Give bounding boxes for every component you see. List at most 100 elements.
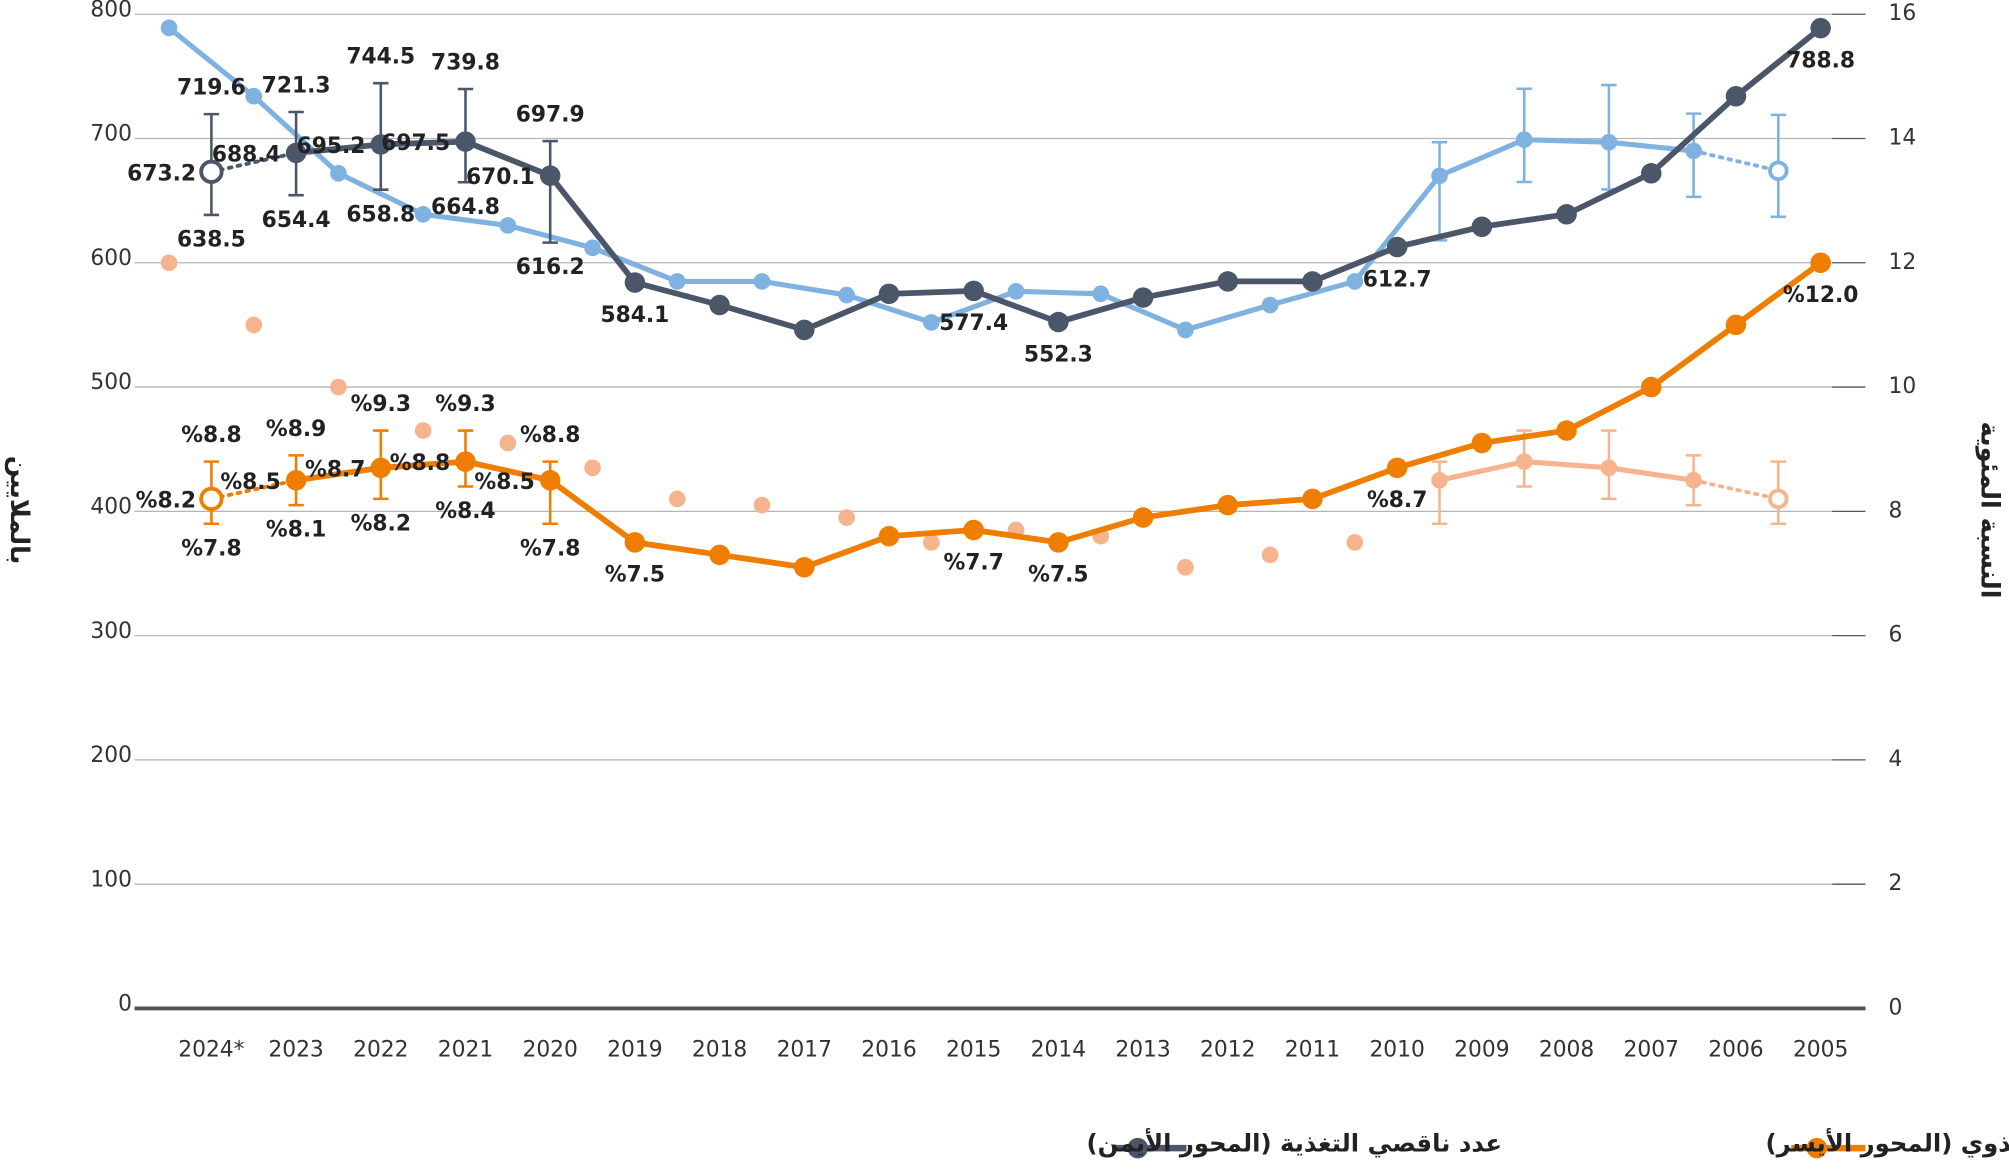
value-label: %12.0: [1783, 283, 1859, 308]
x-tick-label: 2020: [522, 1038, 577, 1063]
data-point: [1177, 558, 1194, 576]
x-tick-label: 2021: [438, 1038, 493, 1063]
data-point: [499, 434, 517, 452]
data-point: [1600, 459, 1618, 477]
error-label: 658.8: [346, 202, 415, 227]
error-label: %8.8: [520, 423, 580, 448]
series-line: [167, 25, 1694, 333]
provisional-line: [1691, 148, 1781, 173]
value-label: 584.1: [600, 303, 669, 328]
y2-axis-title: النسبة المئوية: [1974, 422, 2004, 599]
data-point: [709, 294, 730, 316]
data-point: [1725, 85, 1747, 107]
data-point: [1217, 271, 1239, 292]
data-point: [1556, 420, 1577, 441]
y-tick-label: 600: [90, 246, 132, 271]
value-label: 612.7: [1363, 267, 1432, 292]
data-point: [160, 19, 178, 37]
data-point: [1810, 17, 1831, 39]
x-tick-label: 2005: [1793, 1038, 1848, 1063]
data-point: [668, 490, 686, 508]
data-point: [1431, 167, 1448, 185]
data-point: [1768, 160, 1789, 182]
error-label: 721.3: [262, 73, 331, 98]
data-point: [624, 272, 646, 293]
x-tick-label: 2016: [861, 1038, 916, 1063]
data-point: [1810, 252, 1831, 274]
x-tick-label: 2013: [1115, 1038, 1170, 1063]
data-point: [1641, 163, 1662, 184]
provisional-line: [209, 150, 299, 174]
data-point: [753, 273, 771, 290]
data-point: [285, 142, 307, 164]
y2-tick-label: 14: [1889, 125, 1917, 150]
y-tick-label: 200: [90, 743, 132, 768]
x-tick-label: 2006: [1708, 1038, 1763, 1063]
data-point: [1346, 273, 1364, 290]
provisional-line: [1691, 478, 1781, 501]
provisional-line: [209, 478, 299, 501]
data-point: [285, 470, 307, 491]
x-tick-label: 2022: [353, 1038, 408, 1063]
error-label: %8.1: [266, 518, 326, 543]
data-point: [1556, 204, 1577, 225]
data-point: [539, 165, 561, 186]
data-point: [878, 525, 900, 547]
data-point: [584, 459, 601, 477]
data-point: [1217, 494, 1239, 516]
data-point: [1515, 131, 1533, 149]
value-label: %7.7: [943, 550, 1003, 575]
data-point: [923, 314, 940, 331]
data-point: [1515, 453, 1533, 470]
y2-tick-label: 12: [1889, 250, 1917, 275]
error-bar: [1431, 140, 1448, 242]
data-point: [1132, 287, 1154, 308]
y-tick-label: 800: [90, 0, 132, 22]
x-tick-label: 2019: [607, 1038, 662, 1063]
data-point: [963, 519, 984, 541]
error-label: %8.8: [181, 423, 241, 448]
data-point: [1261, 296, 1279, 314]
data-point: [1600, 133, 1618, 151]
value-label: %8.8: [390, 451, 450, 476]
error-label: 638.5: [177, 228, 246, 253]
x-tick-label: 2014: [1031, 1038, 1086, 1063]
error-label: %9.3: [351, 392, 411, 417]
data-point: [1261, 546, 1279, 564]
data-point: [1431, 471, 1448, 489]
y-tick-label: 400: [90, 494, 132, 519]
data-point: [794, 319, 815, 341]
x-tick-label: 2007: [1624, 1038, 1679, 1063]
x-tick-label: 2011: [1285, 1038, 1340, 1063]
error-label: 697.9: [516, 102, 585, 127]
x-tick-label: 2009: [1454, 1038, 1509, 1063]
legend: معدل انتشار النقص التغذوي (المحور الأيسر…: [1086, 1127, 2009, 1159]
data-point: [1386, 457, 1408, 479]
value-label: 577.4: [939, 311, 1008, 336]
data-point: [709, 544, 730, 566]
error-bar: [542, 139, 558, 244]
y-axis-title: بالملايين: [4, 456, 34, 565]
data-point: [414, 422, 432, 439]
value-label: %8.7: [1367, 488, 1427, 513]
data-point: [1471, 432, 1493, 454]
data-point: [1007, 283, 1025, 300]
data-point: [199, 159, 224, 184]
y-tick-label: 700: [90, 122, 132, 147]
data-point: [1302, 271, 1323, 292]
data-point: [668, 273, 686, 290]
x-tick-label: 2012: [1200, 1038, 1255, 1063]
error-label: %7.8: [520, 536, 580, 561]
data-point: [1048, 311, 1069, 333]
data-point: [330, 164, 347, 182]
y2-tick-label: 16: [1889, 1, 1917, 26]
data-point: [1386, 236, 1408, 258]
data-point: [414, 205, 432, 223]
value-label: %8.5: [220, 470, 280, 495]
data-point: [1685, 471, 1702, 489]
data-point: [1471, 216, 1493, 237]
y2-tick-label: 10: [1889, 374, 1917, 399]
data-point: [1725, 314, 1747, 336]
x-tick-label: 2015: [946, 1038, 1001, 1063]
